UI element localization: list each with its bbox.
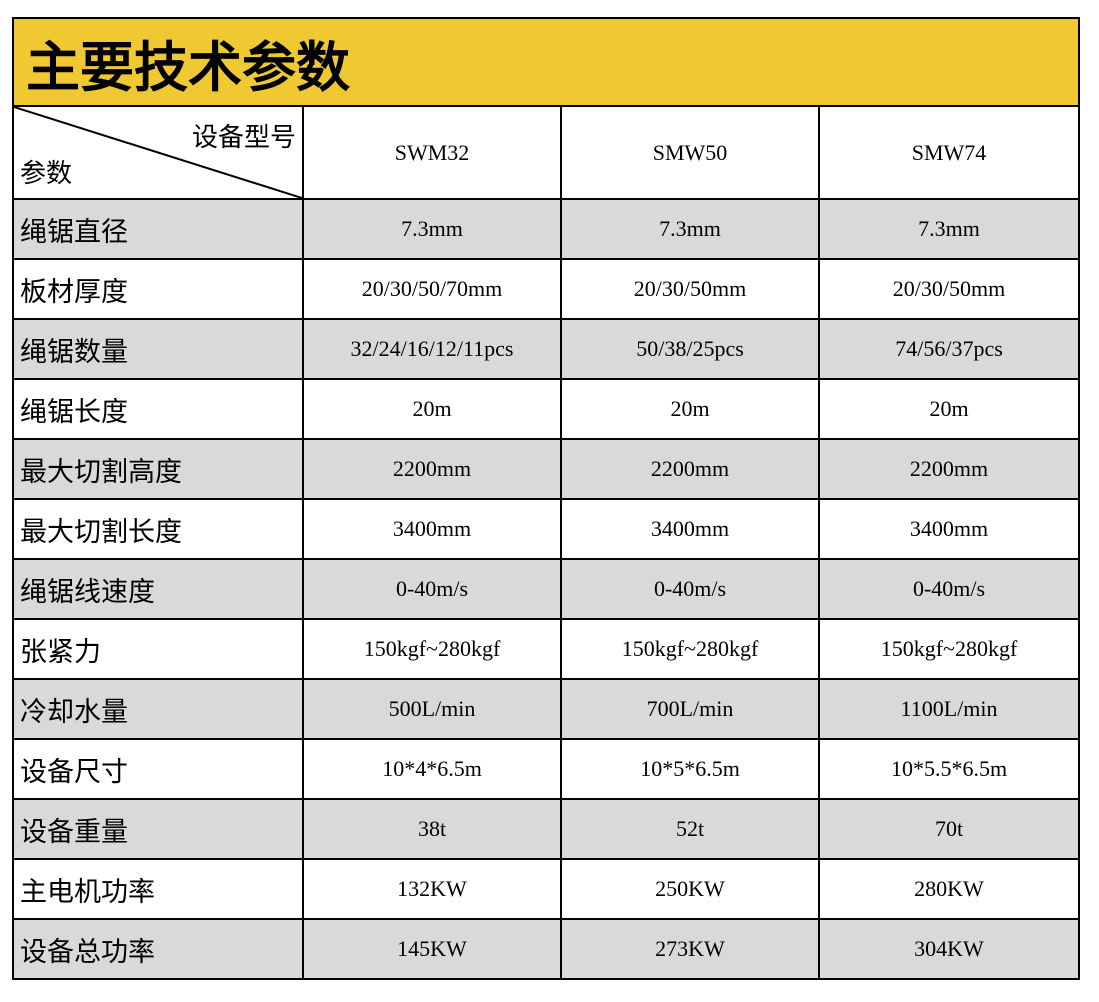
model-header: SMW74 xyxy=(818,105,1080,200)
table-row: 板材厚度 20/30/50/70mm 20/30/50mm 20/30/50mm xyxy=(12,258,1080,320)
param-label: 设备重量 xyxy=(12,798,304,860)
table-row: 绳锯直径 7.3mm 7.3mm 7.3mm xyxy=(12,198,1080,260)
param-label: 冷却水量 xyxy=(12,678,304,740)
table-row: 绳锯长度 20m 20m 20m xyxy=(12,378,1080,440)
spec-table: 主要技术参数 设备型号 参数 SWM32 SMW50 SMW74 绳锯直径 7.3… xyxy=(12,17,1080,980)
corner-cell: 设备型号 参数 xyxy=(12,105,304,200)
param-value: 52t xyxy=(560,798,820,860)
title-row: 主要技术参数 xyxy=(12,17,1080,107)
table-row: 最大切割长度 3400mm 3400mm 3400mm xyxy=(12,498,1080,560)
param-label: 设备总功率 xyxy=(12,918,304,980)
param-value: 10*4*6.5m xyxy=(302,738,562,800)
param-label: 最大切割高度 xyxy=(12,438,304,500)
param-value: 20/30/50/70mm xyxy=(302,258,562,320)
param-value: 3400mm xyxy=(560,498,820,560)
param-label: 绳锯线速度 xyxy=(12,558,304,620)
model-header: SWM32 xyxy=(302,105,562,200)
param-value: 250KW xyxy=(560,858,820,920)
param-value: 0-40m/s xyxy=(560,558,820,620)
param-value: 10*5*6.5m xyxy=(560,738,820,800)
param-label: 板材厚度 xyxy=(12,258,304,320)
param-header-label: 参数 xyxy=(20,159,73,189)
param-value: 74/56/37pcs xyxy=(818,318,1080,380)
table-row: 绳锯线速度 0-40m/s 0-40m/s 0-40m/s xyxy=(12,558,1080,620)
param-value: 3400mm xyxy=(818,498,1080,560)
param-value: 0-40m/s xyxy=(818,558,1080,620)
param-value: 20m xyxy=(818,378,1080,440)
table-row: 最大切割高度 2200mm 2200mm 2200mm xyxy=(12,438,1080,500)
param-value: 0-40m/s xyxy=(302,558,562,620)
param-label: 主电机功率 xyxy=(12,858,304,920)
page-title: 主要技术参数 xyxy=(12,17,1080,107)
param-value: 7.3mm xyxy=(818,198,1080,260)
table-row: 设备尺寸 10*4*6.5m 10*5*6.5m 10*5.5*6.5m xyxy=(12,738,1080,800)
table-row: 张紧力 150kgf~280kgf 150kgf~280kgf 150kgf~280k… xyxy=(12,618,1080,680)
param-value: 2200mm xyxy=(302,438,562,500)
param-value: 150kgf~280kgf xyxy=(560,618,820,680)
param-value: 20/30/50mm xyxy=(818,258,1080,320)
param-value: 3400mm xyxy=(302,498,562,560)
model-header-label: 设备型号 xyxy=(191,123,296,153)
param-value: 1100L/min xyxy=(818,678,1080,740)
param-value: 7.3mm xyxy=(302,198,562,260)
param-value: 20m xyxy=(560,378,820,440)
table-row: 主电机功率 132KW 250KW 280KW xyxy=(12,858,1080,920)
param-value: 280KW xyxy=(818,858,1080,920)
param-value: 10*5.5*6.5m xyxy=(818,738,1080,800)
param-label: 绳锯数量 xyxy=(12,318,304,380)
param-value: 150kgf~280kgf xyxy=(302,618,562,680)
param-value: 304KW xyxy=(818,918,1080,980)
table-row: 绳锯数量 32/24/16/12/11pcs 50/38/25pcs 74/56/37… xyxy=(12,318,1080,380)
param-label: 绳锯长度 xyxy=(12,378,304,440)
param-label: 绳锯直径 xyxy=(12,198,304,260)
table-row: 设备总功率 145KW 273KW 304KW xyxy=(12,918,1080,980)
param-label: 最大切割长度 xyxy=(12,498,304,560)
param-value: 145KW xyxy=(302,918,562,980)
param-value: 50/38/25pcs xyxy=(560,318,820,380)
param-value: 273KW xyxy=(560,918,820,980)
table-row: 冷却水量 500L/min 700L/min 1100L/min xyxy=(12,678,1080,740)
diagonal-divider xyxy=(14,107,302,198)
param-value: 38t xyxy=(302,798,562,860)
param-value: 32/24/16/12/11pcs xyxy=(302,318,562,380)
header-row: 设备型号 参数 SWM32 SMW50 SMW74 xyxy=(12,105,1080,200)
model-header: SMW50 xyxy=(560,105,820,200)
param-value: 150kgf~280kgf xyxy=(818,618,1080,680)
param-value: 700L/min xyxy=(560,678,820,740)
table-row: 设备重量 38t 52t 70t xyxy=(12,798,1080,860)
param-value: 500L/min xyxy=(302,678,562,740)
param-value: 7.3mm xyxy=(560,198,820,260)
param-value: 20/30/50mm xyxy=(560,258,820,320)
param-value: 2200mm xyxy=(560,438,820,500)
param-value: 2200mm xyxy=(818,438,1080,500)
param-value: 132KW xyxy=(302,858,562,920)
param-value: 20m xyxy=(302,378,562,440)
param-label: 张紧力 xyxy=(12,618,304,680)
param-label: 设备尺寸 xyxy=(12,738,304,800)
param-value: 70t xyxy=(818,798,1080,860)
